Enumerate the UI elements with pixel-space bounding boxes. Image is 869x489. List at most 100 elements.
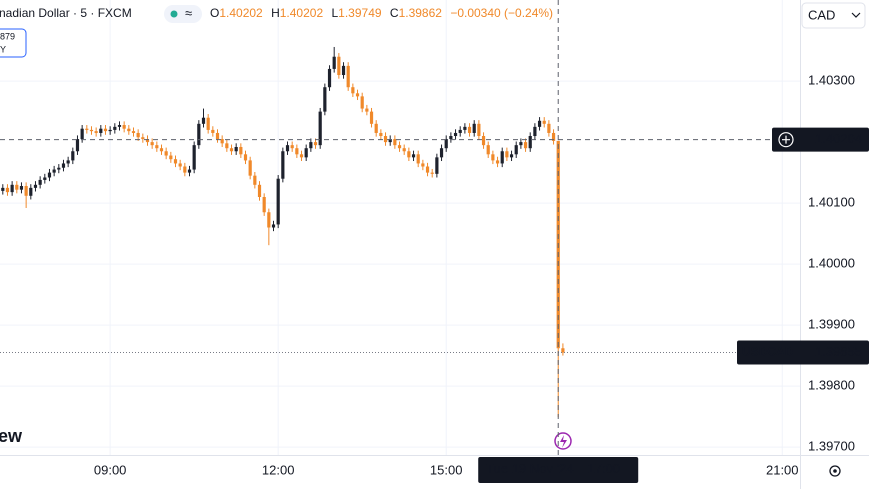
candle-body — [61, 163, 66, 168]
add-alert-icon[interactable] — [778, 132, 794, 148]
candle-body — [299, 154, 304, 158]
candle-body — [318, 111, 322, 146]
candle-body — [257, 184, 262, 198]
candle-body — [19, 186, 24, 190]
candle-body — [463, 126, 467, 130]
candle-body — [24, 186, 28, 196]
candle-body — [523, 142, 528, 149]
candle-body — [397, 145, 402, 149]
candle-body — [75, 139, 80, 152]
candle-body — [183, 166, 187, 173]
candle-body — [449, 136, 453, 140]
candle-body — [159, 148, 164, 152]
candle-body — [52, 169, 56, 173]
add-alert-plus — [782, 135, 790, 144]
candle-body — [197, 123, 201, 146]
status-pill — [164, 5, 202, 23]
candle-body — [421, 163, 425, 167]
settings-icon[interactable] — [829, 465, 841, 477]
candle-body — [178, 163, 182, 167]
candle-body — [253, 175, 257, 185]
candle-body — [309, 142, 313, 149]
last-price-label: 1.39855 — [815, 344, 862, 359]
candle-body — [276, 178, 280, 225]
indicator-badge[interactable] — [0, 28, 27, 58]
candle-body — [33, 184, 38, 188]
candle-body — [509, 154, 514, 158]
candle-body — [495, 160, 500, 164]
candle-body — [458, 129, 462, 133]
candle-body — [374, 123, 378, 133]
candle-body — [155, 145, 159, 149]
ohlc-key: L — [331, 6, 338, 20]
candle-body — [57, 167, 61, 170]
candle-body — [71, 151, 75, 161]
candle-body — [439, 148, 444, 158]
badge-text: Y — [0, 44, 6, 54]
candle-body — [327, 68, 332, 88]
candle-body — [89, 129, 94, 132]
candle-body — [122, 125, 126, 129]
candle-body — [355, 93, 360, 97]
candle-body — [187, 169, 192, 173]
candle-body — [173, 159, 178, 164]
candle-body — [407, 151, 411, 158]
candle-body — [271, 224, 276, 228]
candle-body — [117, 125, 122, 127]
currency-dropdown[interactable] — [801, 2, 866, 29]
ohlc-key: C — [390, 6, 399, 20]
candle-body — [136, 132, 140, 138]
candle-body — [533, 126, 537, 137]
crosshair-price-label: 1.40204 — [815, 131, 862, 146]
x-tick-label: 15:00 — [430, 462, 463, 477]
candle-body — [225, 143, 229, 149]
candle-body — [416, 154, 420, 164]
candle-body — [486, 145, 490, 155]
candle-body — [444, 139, 448, 149]
candle-body — [220, 139, 224, 144]
badge-text: 879 — [0, 31, 15, 41]
candle-body — [528, 136, 532, 149]
candle-body — [519, 142, 523, 146]
crosshair-price-tag — [772, 127, 869, 152]
candle-body — [383, 136, 388, 143]
candle-body — [435, 157, 439, 174]
candle-body — [295, 148, 299, 155]
candle-body — [145, 139, 150, 143]
ohlc-value: 1.40202 — [219, 6, 263, 20]
candle-body — [211, 129, 215, 133]
candle-body — [304, 148, 308, 158]
candle-body — [169, 155, 173, 160]
ohlc-key: O — [210, 6, 219, 20]
crosshair-time: 17:00 — [588, 461, 621, 476]
candle-body — [491, 154, 495, 161]
crosshair-time-label: Tue 19 Nov '24 17:00 — [486, 461, 620, 476]
candle-body — [262, 197, 266, 213]
chevron — [851, 12, 861, 18]
candle-body — [99, 128, 103, 133]
candle-body — [505, 151, 509, 158]
ohlc-value: 1.40202 — [280, 6, 324, 20]
ohlc-key: H — [271, 6, 280, 20]
candle-body — [201, 117, 206, 124]
candle-body — [402, 148, 406, 152]
candle-body — [500, 151, 504, 164]
candle-body — [393, 139, 397, 146]
candle-body — [239, 146, 243, 155]
candle-body — [243, 154, 248, 161]
candle-body — [192, 145, 196, 170]
crosshair-date: Tue 19 Nov '24 — [486, 461, 573, 476]
settings-icon-dot — [833, 469, 837, 473]
candle-body — [38, 179, 42, 185]
y-tick-label: 1.40100 — [808, 195, 855, 210]
candle-body — [453, 132, 458, 137]
candle-body — [94, 131, 98, 133]
candle-body — [547, 123, 551, 133]
event-bolt — [560, 435, 567, 448]
candle-body — [481, 136, 486, 146]
candle-body — [131, 131, 136, 133]
y-tick-label: 1.39900 — [808, 317, 855, 332]
candle-body — [103, 128, 108, 132]
candle-body — [360, 96, 364, 109]
